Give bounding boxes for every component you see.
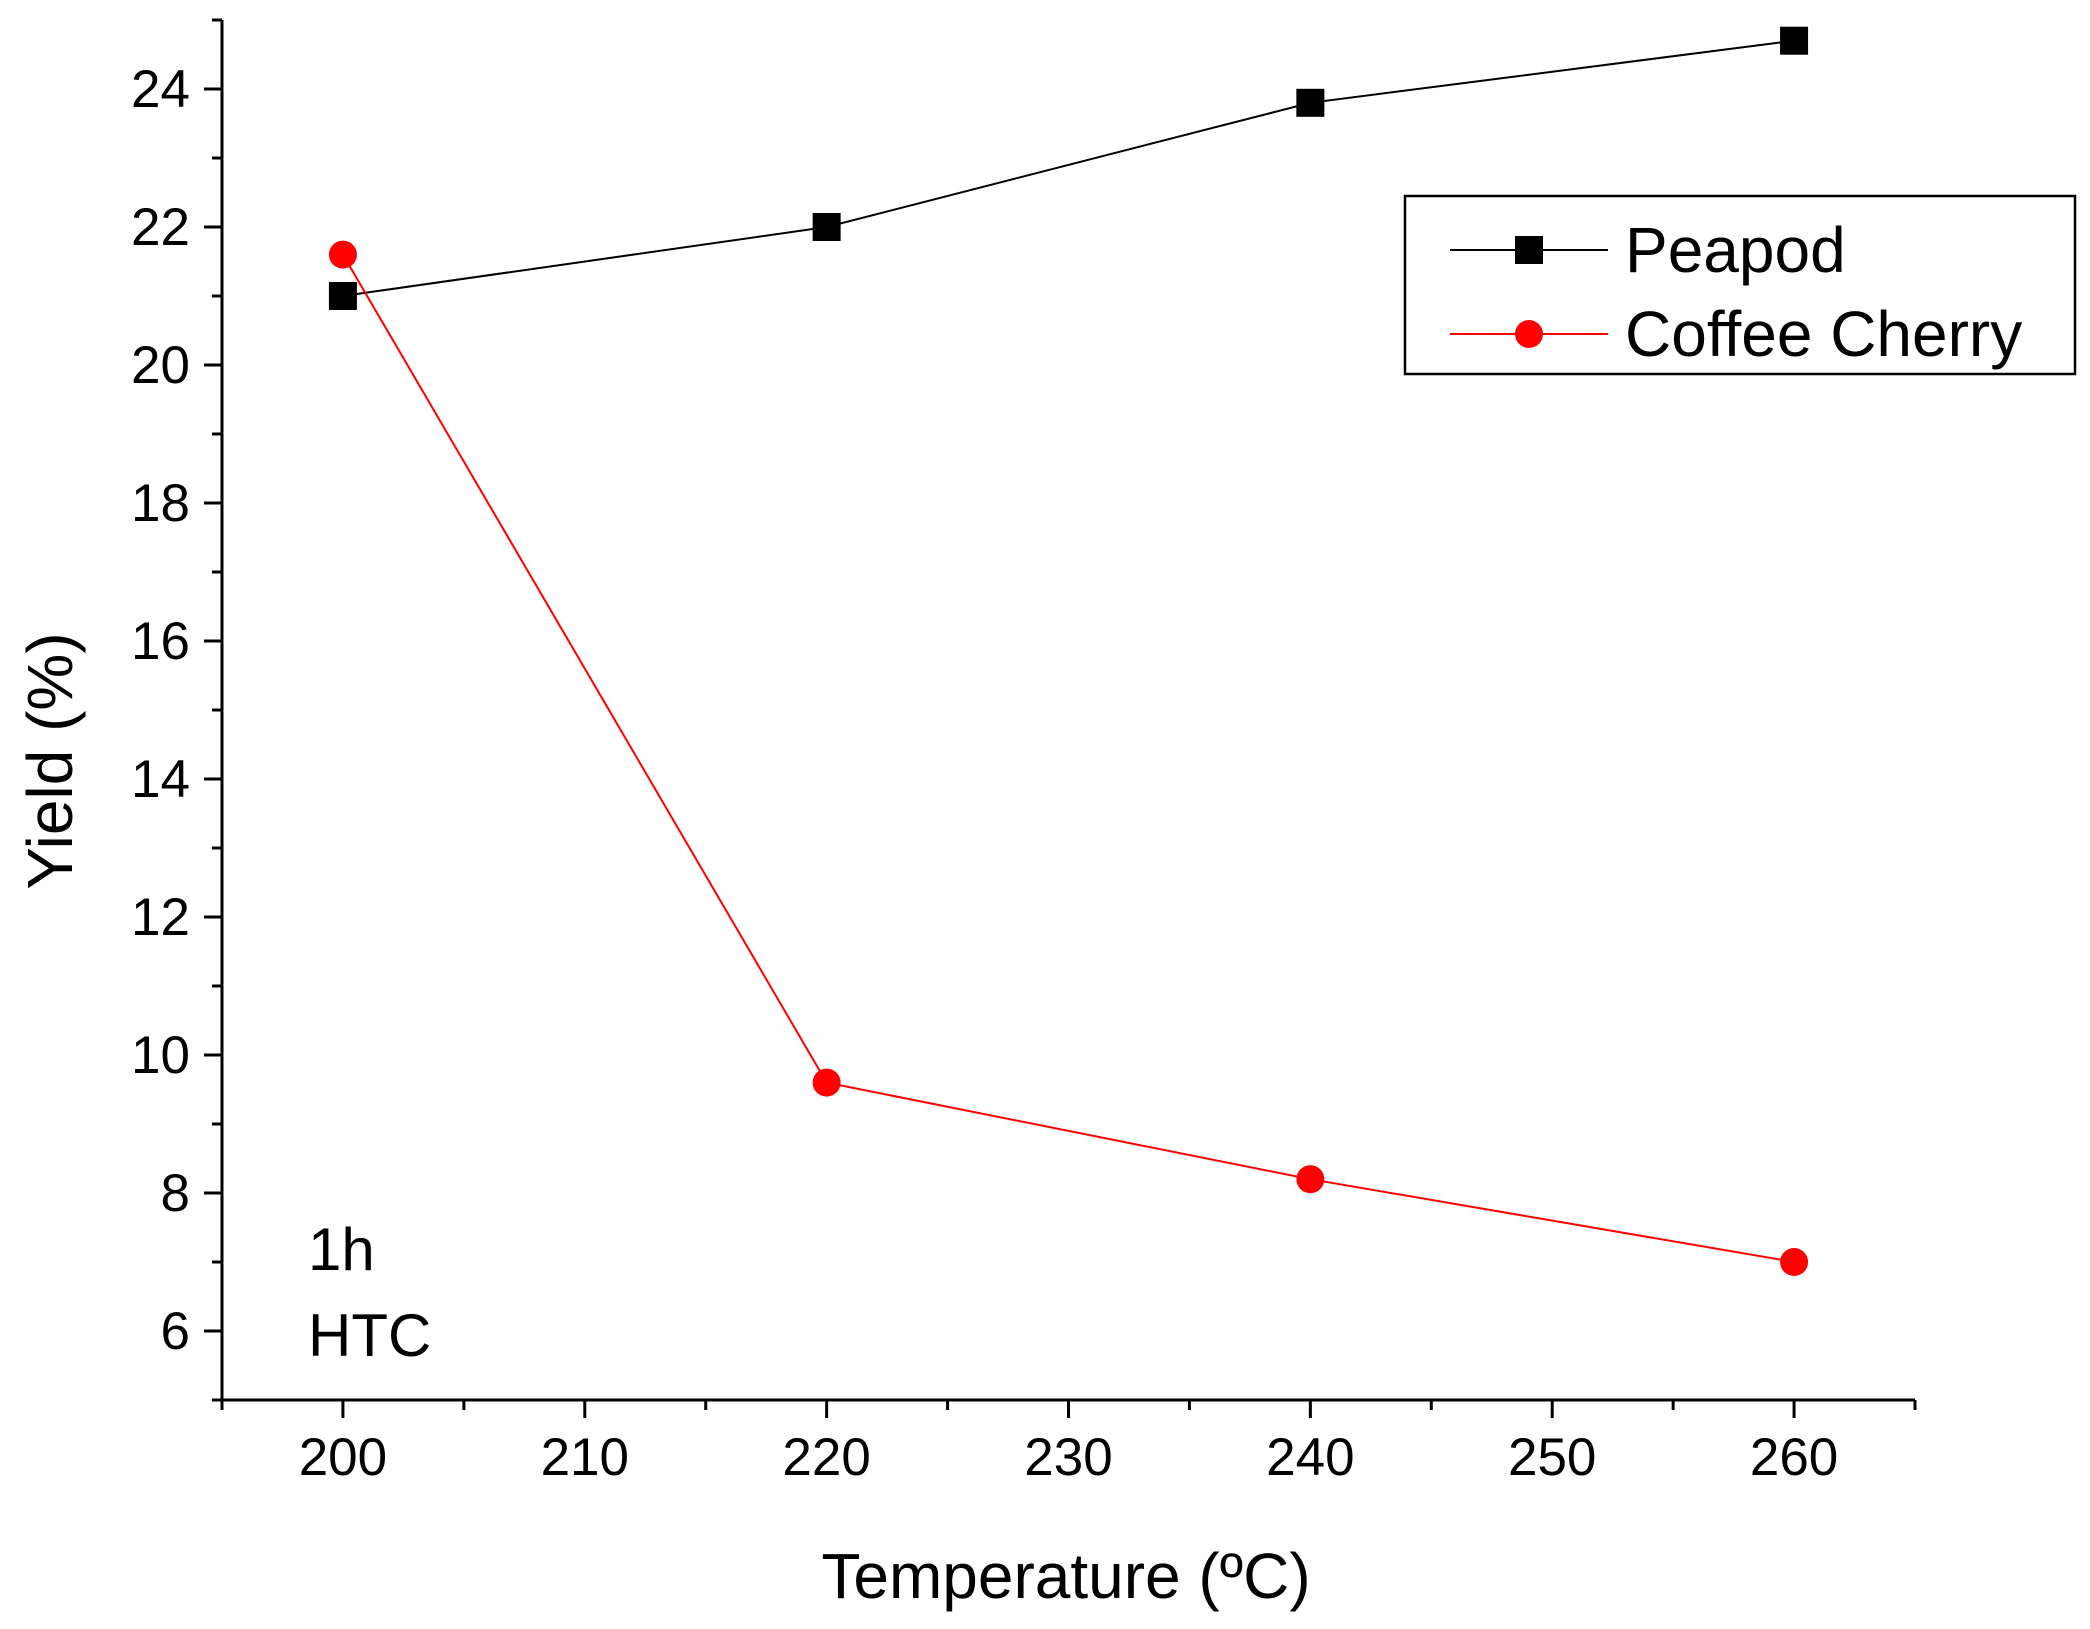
series-layer <box>328 26 1809 1276</box>
x-axis-ticks: 200 210 220 230 240 250 260 <box>220 1400 1917 1487</box>
series-peapod <box>328 26 1809 310</box>
y-axis-ticks: 6 8 10 12 14 16 18 20 22 24 <box>131 18 222 1402</box>
x-tick-label: 240 <box>1266 1428 1354 1487</box>
y-tick-label: 20 <box>131 336 190 395</box>
series-line-coffee-cherry <box>342 254 1795 1263</box>
data-point-peapod <box>812 213 841 241</box>
y-tick-label: 22 <box>131 198 190 257</box>
y-tick-label: 12 <box>131 888 190 947</box>
x-tick-label: 250 <box>1508 1428 1596 1487</box>
y-tick-label: 8 <box>161 1164 190 1223</box>
x-tick-label: 200 <box>299 1428 387 1487</box>
legend-marker-peapod <box>1515 236 1543 264</box>
series-line-peapod <box>342 39 1795 297</box>
data-point-peapod <box>1296 88 1325 117</box>
data-point-coffee-cherry <box>1780 1248 1809 1276</box>
y-tick-label: 10 <box>131 1026 190 1085</box>
x-tick-label: 260 <box>1750 1428 1838 1487</box>
legend-label-peapod: Peapod <box>1625 214 1846 286</box>
x-tick-label: 230 <box>1024 1428 1112 1487</box>
legend-box <box>1403 194 2077 376</box>
x-tick-label: 210 <box>541 1428 629 1487</box>
legend-marker-coffee-cherry <box>1515 320 1543 348</box>
data-point-peapod <box>328 282 357 310</box>
y-tick-label: 14 <box>131 750 190 809</box>
y-tick-label: 24 <box>131 60 190 119</box>
data-point-peapod <box>1780 26 1809 55</box>
series-coffee-cherry <box>328 240 1809 1276</box>
y-tick-label: 16 <box>131 612 190 671</box>
annotation-1h: 1h <box>308 1216 375 1283</box>
legend-label-coffee-cherry: Coffee Cherry <box>1625 298 2022 370</box>
annotation-htc: HTC <box>308 1302 431 1369</box>
y-tick-label: 18 <box>131 474 190 533</box>
x-tick-label: 220 <box>782 1428 870 1487</box>
data-point-coffee-cherry <box>328 240 357 269</box>
legend: Peapod Coffee Cherry <box>1403 194 2077 376</box>
data-point-coffee-cherry <box>1296 1165 1325 1194</box>
y-tick-label: 6 <box>161 1302 190 1361</box>
x-axis-title: Temperature (ºC) <box>821 1540 1310 1612</box>
data-point-coffee-cherry <box>812 1068 841 1097</box>
y-axis-title: Yield (%) <box>14 632 86 889</box>
